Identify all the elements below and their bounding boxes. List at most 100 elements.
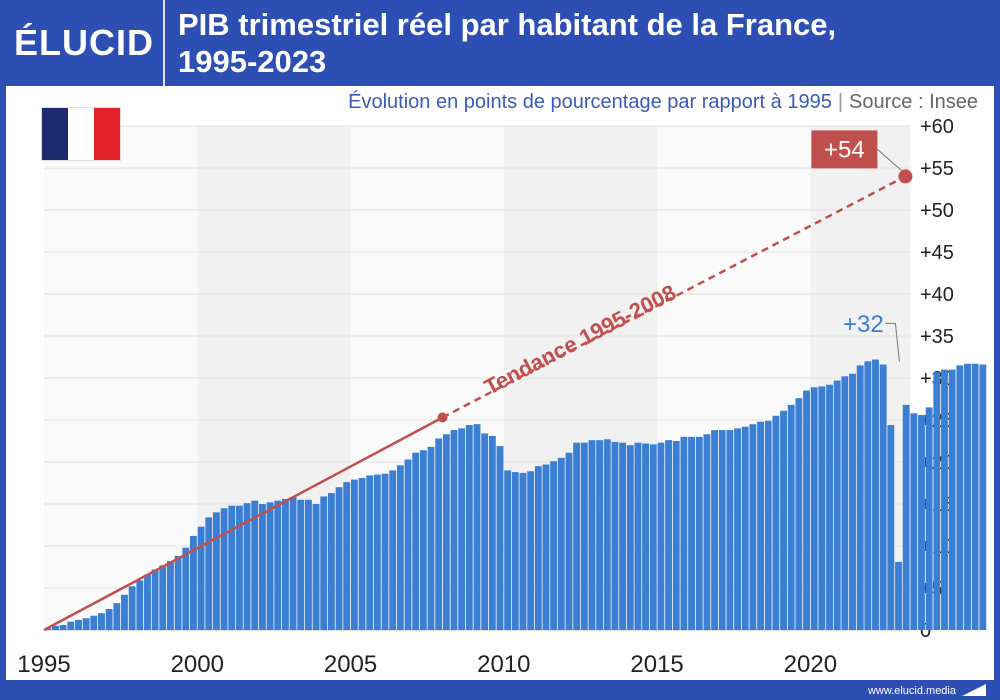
bar <box>113 603 121 630</box>
bar <box>933 372 941 630</box>
bar <box>680 436 688 630</box>
bar <box>757 421 764 630</box>
bar <box>864 361 872 630</box>
bar <box>810 387 818 630</box>
bar <box>542 464 550 630</box>
bar <box>235 505 243 630</box>
bar <box>703 434 711 630</box>
header-bar: ÉLUCID PIB trimestriel réel par habitant… <box>0 0 1000 86</box>
bar <box>979 364 987 630</box>
bar <box>404 459 412 630</box>
bar <box>297 499 305 630</box>
source-text: Source : Insee <box>849 91 978 113</box>
bar <box>787 404 795 630</box>
annotation-54-pointer <box>877 149 902 171</box>
bar <box>910 413 918 630</box>
bar <box>136 580 144 630</box>
x-tick-label: 2005 <box>324 651 377 678</box>
bar <box>481 433 489 630</box>
bar <box>856 365 864 630</box>
bar <box>350 479 358 630</box>
bar <box>343 482 351 630</box>
bar <box>82 618 90 630</box>
bar <box>151 569 159 630</box>
bar <box>711 430 719 630</box>
flag-stripe-red <box>94 108 120 160</box>
annotation-54-box <box>811 130 878 169</box>
bar <box>197 526 205 630</box>
bar <box>749 424 757 630</box>
bar <box>772 415 780 630</box>
bar <box>458 428 466 630</box>
bar <box>419 450 427 630</box>
x-tick-label: 2015 <box>630 651 683 678</box>
chart-title: PIB trimestriel réel par habitant de la … <box>178 6 988 80</box>
bar <box>358 477 366 630</box>
bar <box>427 446 435 630</box>
bar <box>527 471 535 630</box>
bar <box>534 466 542 630</box>
bar <box>128 586 136 630</box>
bar <box>228 505 236 630</box>
bar <box>243 503 251 630</box>
bar <box>266 502 274 630</box>
bar <box>764 420 772 630</box>
bar <box>718 430 726 630</box>
elucid-logo: ÉLUCID <box>14 22 154 63</box>
bar <box>59 624 67 630</box>
bar <box>596 440 604 630</box>
bar <box>573 442 581 630</box>
bar <box>312 504 320 630</box>
bar <box>473 424 481 630</box>
bar <box>174 556 182 630</box>
y-tick-label: 0 <box>920 620 931 642</box>
bar <box>190 535 197 630</box>
bar <box>144 574 151 630</box>
bar <box>220 508 228 630</box>
bar <box>941 369 948 630</box>
annotation-32-pointer <box>885 322 900 362</box>
bar <box>833 380 841 630</box>
bar <box>626 445 634 630</box>
flag-stripe-white <box>68 108 94 160</box>
bar <box>519 472 527 630</box>
bar <box>611 441 619 630</box>
bar <box>565 452 573 630</box>
bar <box>274 500 282 630</box>
bar <box>795 398 803 630</box>
bar <box>695 436 703 630</box>
chart-title-line-1: PIB trimestriel réel par habitant de la … <box>178 7 837 42</box>
x-tick-label: 1995 <box>17 651 70 678</box>
bar <box>895 561 902 630</box>
footer-url[interactable]: www.elucid.media <box>867 685 956 697</box>
bar <box>964 363 971 630</box>
x-tick-label: 2000 <box>171 651 224 678</box>
bar <box>642 443 650 630</box>
bar <box>251 500 259 630</box>
y-tick-label: +55 <box>920 158 954 180</box>
bar <box>159 565 167 630</box>
annotation-54-label: +54 <box>824 136 865 163</box>
bar <box>389 470 397 630</box>
bar <box>557 457 565 630</box>
bar <box>435 438 443 630</box>
bar <box>67 621 75 630</box>
bar <box>971 363 979 630</box>
y-tick-label: +50 <box>920 200 954 222</box>
elucid-mark-icon <box>962 684 986 696</box>
bar <box>335 487 343 630</box>
bar <box>281 498 289 630</box>
bar <box>948 369 956 630</box>
bar <box>105 609 113 630</box>
bar <box>465 425 473 630</box>
bar <box>205 517 213 630</box>
bar <box>734 428 741 630</box>
bar <box>396 465 404 630</box>
bar <box>619 442 627 630</box>
bar <box>450 430 458 630</box>
bar <box>373 474 381 630</box>
bar <box>726 430 734 630</box>
annotation-32-label: +32 <box>843 311 884 338</box>
bar <box>879 364 887 630</box>
bar <box>849 373 856 630</box>
